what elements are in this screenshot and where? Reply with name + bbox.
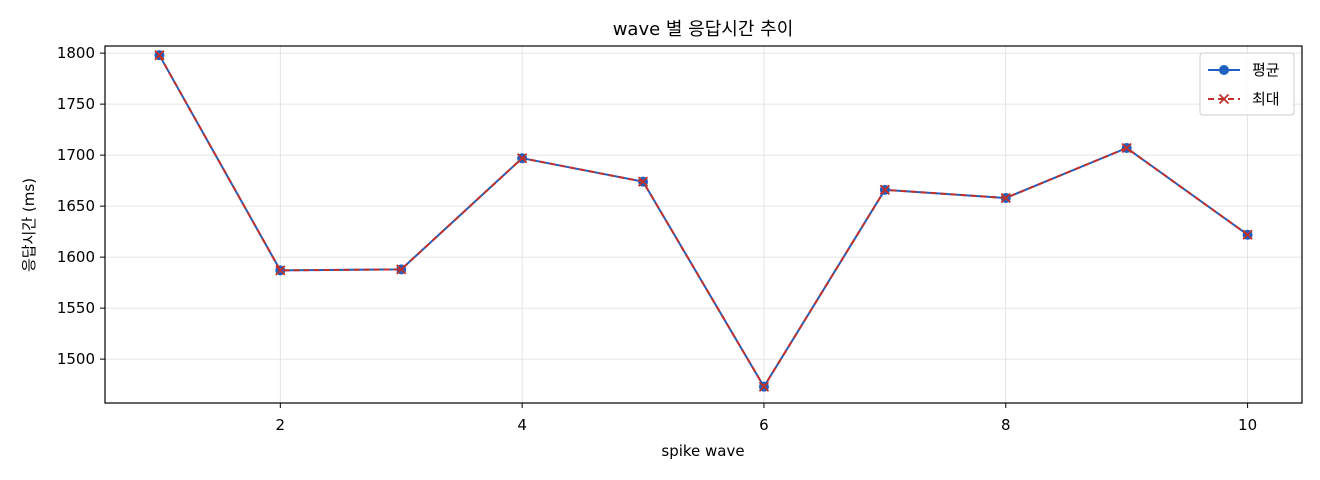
data-point [275,265,286,276]
grid [105,46,1302,403]
legend-box [1199,52,1295,116]
plot-frame [104,45,1303,404]
legend-label: 평균 [1252,61,1280,79]
data-point [1242,229,1253,240]
series-line [158,54,1249,388]
series [154,50,1253,392]
x-tick-label: 2 [276,416,286,434]
data-point [879,184,891,195]
x-tick-label: 6 [759,416,769,434]
x-axis-title: spike wave [661,442,744,460]
data-point [154,50,165,61]
data-point [758,381,770,392]
legend-marker [1218,93,1230,105]
x-tick-label: 4 [517,416,527,434]
data-point [516,153,528,164]
y-tick-label: 1750 [57,95,95,113]
y-tick-label: 1600 [57,248,95,266]
chart-title: wave 별 응답시간 추이 [613,19,794,40]
x-tick-label: 8 [1001,416,1011,434]
axis-ticks: 2 4 6 8 10 1500 1550 1600 1650 1700 1750 1800 [57,44,1257,434]
legend-item-2: 최대 [1208,90,1280,108]
series-2 [154,50,1253,392]
y-tick-label: 1800 [57,44,95,62]
data-point [396,264,407,275]
y-tick-label: 1550 [57,299,95,317]
y-tick-label: 1650 [57,197,95,215]
y-axis-title: 응답시간 (ms) [20,178,38,272]
legend-item-1: 평균 [1208,61,1280,79]
data-point [1121,142,1132,154]
legend-marker [1219,65,1229,75]
y-tick-label: 1700 [57,146,95,164]
data-point [637,176,649,187]
legend-label: 최대 [1252,90,1280,108]
y-tick-label: 1500 [57,350,95,368]
data-point [1000,192,1011,204]
x-tick-label: 10 [1238,416,1257,434]
